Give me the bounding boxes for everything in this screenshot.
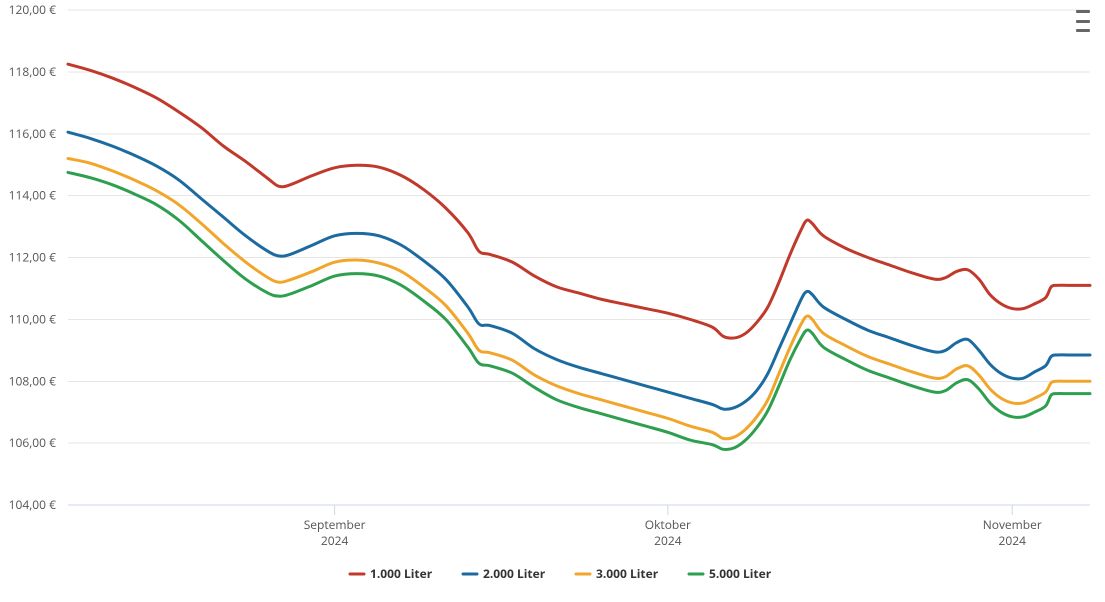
y-tick-label: 110,00 € bbox=[9, 310, 57, 327]
y-tick-label: 120,00 € bbox=[9, 1, 57, 18]
x-tick-label-month: November bbox=[983, 516, 1042, 533]
legend-item-0[interactable]: 1.000 Liter bbox=[350, 565, 433, 582]
legend-label: 5.000 Liter bbox=[709, 565, 772, 582]
x-tick-label-year: 2024 bbox=[321, 532, 349, 549]
legend-label: 3.000 Liter bbox=[596, 565, 659, 582]
y-tick-label: 114,00 € bbox=[9, 187, 57, 204]
chart-container: 104,00 € 106,00 € 108,00 € 110,00 € 112,00 €… bbox=[0, 0, 1105, 602]
y-tick-label: 118,00 € bbox=[9, 63, 57, 80]
legend-label: 2.000 Liter bbox=[483, 565, 546, 582]
x-tick-label-year: 2024 bbox=[654, 532, 682, 549]
y-tick-label: 116,00 € bbox=[9, 125, 57, 142]
legend-label: 1.000 Liter bbox=[370, 565, 433, 582]
x-tick-label-year: 2024 bbox=[999, 532, 1027, 549]
y-tick-label: 106,00 € bbox=[9, 434, 57, 451]
x-tick-label-month: September bbox=[304, 516, 366, 533]
series-line-1[interactable] bbox=[68, 132, 1090, 409]
y-tick-label: 104,00 € bbox=[9, 496, 57, 513]
x-tick-label-month: Oktober bbox=[645, 516, 691, 533]
legend-item-3[interactable]: 5.000 Liter bbox=[689, 565, 772, 582]
series-line-0[interactable] bbox=[68, 64, 1090, 338]
legend-item-1[interactable]: 2.000 Liter bbox=[463, 565, 546, 582]
legend-item-2[interactable]: 3.000 Liter bbox=[576, 565, 659, 582]
line-chart: 104,00 € 106,00 € 108,00 € 110,00 € 112,00 €… bbox=[0, 0, 1105, 602]
y-tick-label: 112,00 € bbox=[9, 249, 57, 266]
menu-icon[interactable] bbox=[1071, 8, 1095, 34]
series-line-2[interactable] bbox=[68, 159, 1090, 439]
y-tick-label: 108,00 € bbox=[9, 372, 57, 389]
